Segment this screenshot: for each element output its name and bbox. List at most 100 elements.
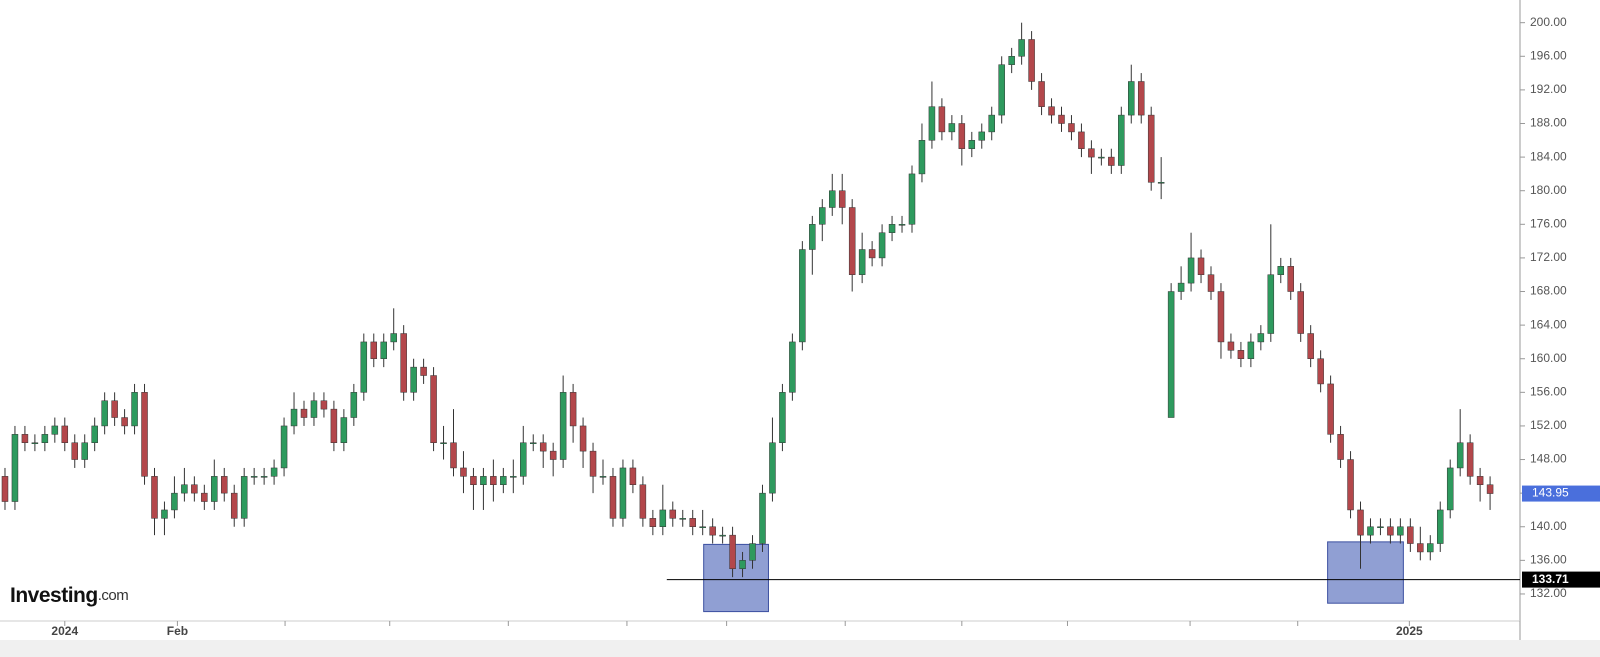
candle-body bbox=[679, 518, 686, 520]
candle-body bbox=[250, 476, 258, 478]
y-tick-label: 196.00 bbox=[1530, 48, 1567, 62]
candle-body bbox=[1307, 333, 1314, 359]
candle-body bbox=[230, 492, 238, 519]
candle-body bbox=[579, 425, 587, 452]
candle-body bbox=[260, 476, 268, 478]
candle-body bbox=[121, 417, 128, 427]
y-tick-label: 148.00 bbox=[1530, 452, 1567, 466]
candle-body bbox=[1417, 543, 1424, 553]
candle-body bbox=[1436, 509, 1444, 544]
candle-body bbox=[998, 64, 1005, 116]
candle-body bbox=[1387, 526, 1394, 536]
candle-body bbox=[11, 434, 19, 502]
x-tick-label: Feb bbox=[167, 624, 188, 638]
candle-body bbox=[1197, 257, 1205, 275]
candle-body bbox=[31, 442, 39, 444]
candle-body bbox=[1397, 526, 1404, 536]
y-tick-label: 152.00 bbox=[1530, 418, 1567, 432]
candle-body bbox=[938, 106, 946, 133]
candle-body bbox=[1407, 526, 1414, 544]
candle-body bbox=[1446, 467, 1454, 511]
candle-body bbox=[1267, 274, 1275, 334]
candle-body bbox=[111, 400, 118, 418]
candle-body bbox=[729, 534, 736, 570]
candle-body bbox=[1038, 81, 1045, 107]
candle-body bbox=[490, 476, 497, 485]
candle-body bbox=[639, 484, 647, 519]
candle-body bbox=[480, 476, 487, 485]
candle-body bbox=[270, 467, 278, 477]
candle-body bbox=[1297, 291, 1304, 334]
candle-body bbox=[520, 442, 527, 477]
candle-body bbox=[1177, 282, 1185, 292]
candle-body bbox=[709, 526, 716, 536]
candle-body bbox=[549, 450, 557, 460]
candle-body bbox=[589, 450, 597, 477]
y-tick-label: 140.00 bbox=[1530, 519, 1567, 533]
candle-body bbox=[1476, 476, 1484, 485]
candle-body bbox=[181, 484, 188, 494]
candle-body bbox=[171, 492, 178, 511]
candle-body bbox=[470, 476, 477, 485]
candle-body bbox=[1058, 114, 1065, 124]
candle-body bbox=[320, 400, 328, 410]
candle-body bbox=[1466, 442, 1474, 477]
candle-body bbox=[1, 476, 9, 502]
plot bbox=[1, 22, 1494, 613]
candle-body bbox=[1456, 442, 1464, 469]
candle-body bbox=[779, 392, 786, 443]
candle-body bbox=[829, 190, 836, 208]
y-tick-label: 132.00 bbox=[1530, 586, 1567, 600]
candle-body bbox=[161, 509, 168, 519]
candle-body bbox=[1098, 156, 1105, 159]
candle-body bbox=[1247, 341, 1255, 359]
candle-body bbox=[619, 467, 627, 519]
candle-body bbox=[221, 476, 228, 494]
candle-body bbox=[450, 442, 457, 469]
candle-body bbox=[799, 249, 806, 343]
logo-suffix: .com bbox=[98, 587, 129, 604]
candle-body bbox=[1486, 484, 1494, 494]
candle-body bbox=[988, 114, 995, 133]
candle-body bbox=[569, 392, 577, 427]
candle-body bbox=[649, 518, 657, 527]
candle-body bbox=[559, 392, 567, 460]
candle-body bbox=[1187, 257, 1195, 284]
candle-body bbox=[918, 140, 926, 175]
candle-body bbox=[1217, 291, 1225, 343]
candle-body bbox=[71, 442, 79, 460]
candle-body bbox=[460, 467, 467, 477]
candle-body bbox=[1367, 526, 1374, 536]
candle-body bbox=[749, 543, 756, 561]
y-tick-label: 188.00 bbox=[1530, 116, 1567, 130]
candle-body bbox=[131, 392, 138, 427]
candle-body bbox=[430, 375, 437, 443]
candle-body bbox=[529, 442, 537, 444]
candle-body bbox=[350, 392, 358, 418]
candle-body bbox=[898, 224, 906, 226]
candle-body bbox=[1277, 266, 1285, 275]
candle-body bbox=[659, 509, 667, 527]
bottom-strip bbox=[0, 640, 1600, 657]
level-tag-label: 133.71 bbox=[1532, 572, 1569, 586]
price-tag-label: 143.95 bbox=[1532, 486, 1569, 500]
candle-body bbox=[91, 425, 98, 443]
candle-body bbox=[809, 224, 816, 250]
y-tick-label: 160.00 bbox=[1530, 351, 1567, 365]
candle-body bbox=[1118, 114, 1125, 166]
candle-body bbox=[191, 484, 198, 494]
y-tick-label: 172.00 bbox=[1530, 250, 1567, 264]
highlight-box bbox=[1327, 541, 1404, 604]
candle-body bbox=[330, 408, 338, 443]
candle-body bbox=[1048, 106, 1055, 116]
level-tag bbox=[1522, 571, 1600, 588]
candle-body bbox=[629, 467, 637, 485]
y-tick-label: 184.00 bbox=[1530, 149, 1567, 163]
candle-body bbox=[739, 560, 746, 570]
candle-body bbox=[101, 400, 108, 427]
candle-body bbox=[440, 442, 447, 444]
candle-body bbox=[1427, 543, 1434, 553]
candle-body bbox=[280, 425, 288, 469]
candle-body bbox=[1227, 341, 1235, 351]
candle-body bbox=[819, 207, 826, 225]
